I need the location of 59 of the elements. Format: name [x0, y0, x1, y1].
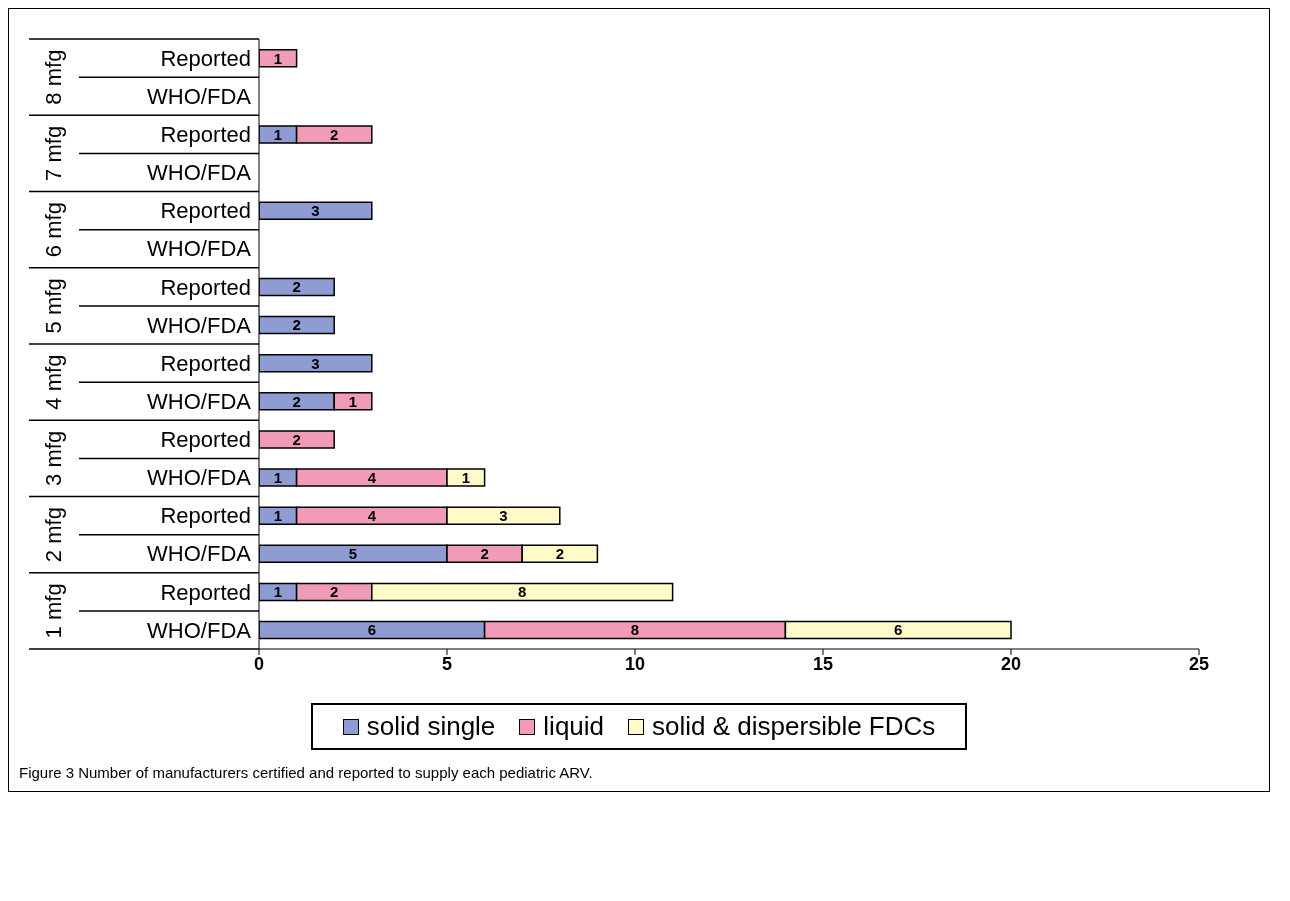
data-label: 3 [311, 202, 320, 219]
caption: Figure 3 Number of manufacturers certified and reported to supply each pediatric ARV. [19, 764, 594, 781]
y-tick-label: Reported [160, 274, 251, 300]
data-label: 6 [367, 621, 376, 639]
y-tick-label: WHO/FDA [147, 465, 252, 491]
data-label: 1 [461, 468, 470, 486]
data-label: 8 [630, 621, 640, 639]
text: 2 mfg [41, 507, 66, 563]
x-tick-label: 0 [253, 653, 265, 674]
data-label: 2 [480, 545, 489, 563]
data-label: 3 [311, 354, 320, 372]
y-tick-label: WHO/FDA [147, 541, 252, 567]
text: 5 mfg [41, 278, 66, 334]
x-tick-label: 25 [1188, 653, 1210, 674]
y-tick-label: WHO/FDA [147, 236, 252, 262]
y-tick-label: Reported [160, 427, 251, 453]
x-tick-label: 20 [1000, 653, 1022, 674]
text: 6 mfg [41, 202, 66, 258]
legend-label: solid single [366, 711, 496, 742]
text: 3 mfg [41, 430, 66, 486]
y-tick-label: WHO/FDA [147, 84, 252, 109]
data-label: 2 [292, 316, 301, 334]
y-tick-label: WHO/FDA [147, 312, 252, 338]
data-label: 1 [273, 125, 282, 143]
text: 1 mfg [41, 583, 66, 639]
legend-label: liquid [543, 711, 605, 742]
legend-label: solid & dispersible FDCs [652, 711, 936, 742]
text: 8 mfg [41, 49, 66, 105]
y-tick-label: WHO/FDA [147, 389, 252, 414]
data-label: 8 [518, 583, 527, 601]
data-label: 1 [273, 49, 282, 67]
y-tick-label: Reported [160, 503, 251, 529]
data-label: 2 [292, 278, 301, 296]
data-label: 1 [348, 392, 358, 410]
text: 7 mfg [41, 125, 66, 181]
data-label: 2 [292, 430, 301, 448]
y-tick-label: Reported [160, 350, 251, 376]
data-label: 5 [348, 545, 358, 563]
y-tick-label: WHO/FDA [147, 617, 252, 643]
data-label: 1 [273, 583, 282, 601]
data-label: 3 [499, 507, 508, 524]
x-tick-label: 5 [441, 653, 453, 674]
data-label: 2 [330, 583, 339, 601]
y-tick-label: Reported [160, 122, 251, 148]
data-label: 4 [367, 468, 377, 486]
y-tick-label: WHO/FDA [147, 160, 252, 186]
y-tick-label: Reported [160, 45, 251, 71]
data-label: 4 [367, 507, 377, 524]
data-label: 6 [894, 621, 903, 639]
y-tick-label: Reported [160, 198, 251, 224]
data-label: 2 [555, 545, 564, 563]
y-tick-label: Reported [160, 579, 251, 605]
data-label: 1 [273, 507, 282, 524]
data-label: 2 [292, 392, 301, 410]
x-tick-label: 15 [812, 653, 834, 674]
x-tick-label: 10 [624, 653, 646, 674]
data-label: 2 [330, 125, 339, 143]
data-label: 1 [273, 468, 282, 486]
text: 4 mfg [41, 354, 66, 410]
